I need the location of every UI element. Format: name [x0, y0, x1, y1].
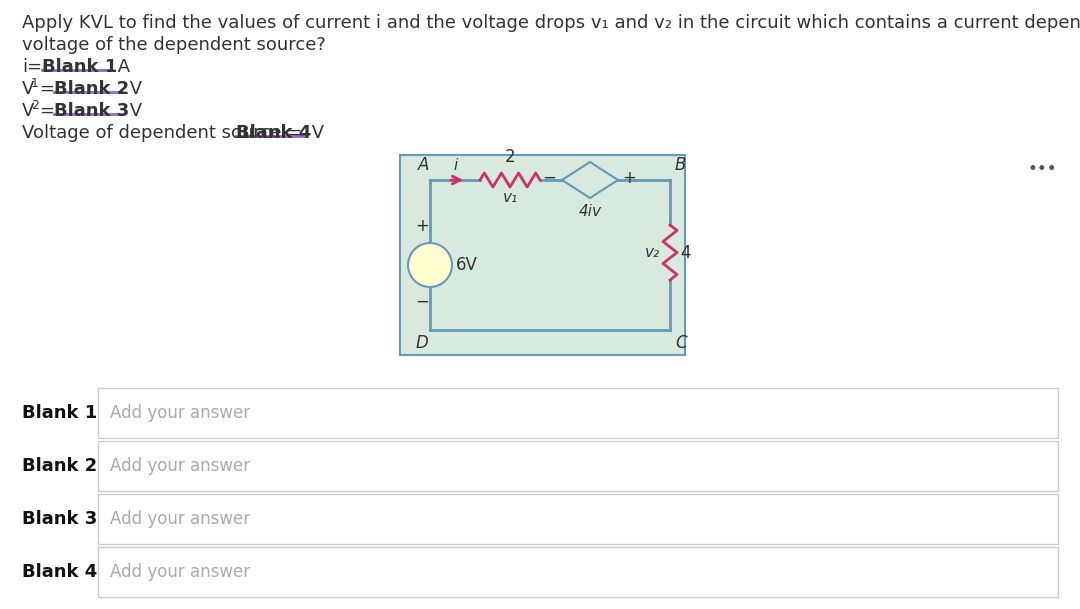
- Circle shape: [408, 243, 453, 287]
- Text: Add your answer: Add your answer: [110, 563, 251, 581]
- Text: +: +: [415, 217, 429, 235]
- Text: Add your answer: Add your answer: [110, 404, 251, 422]
- Text: v₁: v₁: [502, 190, 517, 205]
- Text: 2: 2: [31, 99, 39, 112]
- Text: −: −: [542, 169, 556, 187]
- Text: v₂: v₂: [645, 245, 660, 260]
- Text: Add your answer: Add your answer: [110, 457, 251, 475]
- Text: B: B: [675, 156, 687, 174]
- Text: =: =: [39, 102, 54, 120]
- Text: Blank 1: Blank 1: [23, 404, 97, 422]
- Text: A: A: [418, 156, 430, 174]
- Text: i=: i=: [22, 58, 42, 76]
- FancyBboxPatch shape: [98, 441, 1058, 491]
- Text: =: =: [39, 80, 54, 98]
- Text: A: A: [112, 58, 130, 76]
- Text: Apply KVL to find the values of current i and the voltage drops v₁ and v₂ in the: Apply KVL to find the values of current …: [22, 14, 1080, 32]
- Text: V: V: [306, 124, 324, 142]
- Text: C: C: [675, 334, 687, 352]
- Text: V: V: [22, 80, 35, 98]
- Text: 2: 2: [504, 148, 515, 166]
- Text: V: V: [22, 102, 35, 120]
- Text: Voltage of dependent source =: Voltage of dependent source =: [22, 124, 302, 142]
- FancyBboxPatch shape: [400, 155, 685, 355]
- Text: Blank 4: Blank 4: [23, 563, 97, 581]
- Text: 4: 4: [680, 244, 690, 261]
- Text: 4iv: 4iv: [579, 204, 602, 219]
- Text: V: V: [124, 102, 143, 120]
- FancyBboxPatch shape: [98, 388, 1058, 438]
- Text: •••: •••: [1027, 160, 1057, 178]
- Text: Add your answer: Add your answer: [110, 510, 251, 528]
- Text: −: −: [415, 293, 429, 311]
- Text: Blank 3: Blank 3: [54, 102, 130, 120]
- Text: D: D: [416, 334, 429, 352]
- Text: Blank 2: Blank 2: [23, 457, 97, 475]
- Text: voltage of the dependent source?: voltage of the dependent source?: [22, 36, 326, 54]
- Text: 1: 1: [31, 77, 39, 90]
- Text: Blank 3: Blank 3: [23, 510, 97, 528]
- Text: Blank 4: Blank 4: [237, 124, 311, 142]
- Text: 6V: 6V: [456, 256, 477, 274]
- Text: V: V: [124, 80, 143, 98]
- Text: +: +: [622, 169, 636, 187]
- FancyBboxPatch shape: [98, 494, 1058, 544]
- FancyBboxPatch shape: [98, 547, 1058, 597]
- Text: Blank 1: Blank 1: [42, 58, 118, 76]
- Text: i: i: [453, 158, 457, 173]
- Text: Blank 2: Blank 2: [54, 80, 130, 98]
